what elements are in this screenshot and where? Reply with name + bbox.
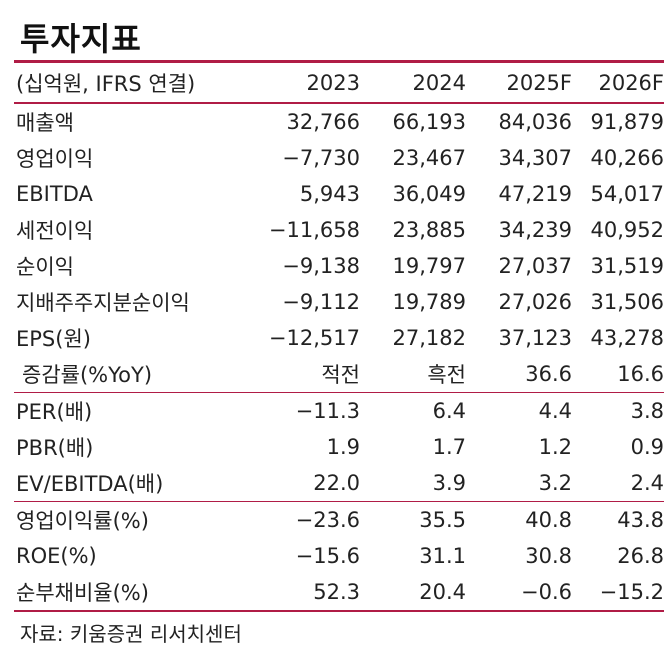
row-label: 영업이익률(%) [16, 509, 149, 533]
cell-2023: 5,943 [299, 182, 360, 206]
cell-2023: −11,658 [268, 218, 360, 242]
cell-2023: 32,766 [286, 110, 360, 134]
table-row: PER(배) −11.3 6.4 4.4 3.8 [14, 393, 664, 430]
cell-2024: 3.9 [360, 465, 466, 502]
cell-2026f: 40,952 [590, 218, 664, 242]
cell-2026f: −15.2 [572, 574, 664, 612]
table-row: EV/EBITDA(배) 22.0 3.9 3.2 2.4 [14, 465, 664, 502]
cell-2025f: 40.8 [525, 508, 572, 532]
cell-2026f: 43,278 [590, 326, 664, 350]
cell-2026f: 31,506 [590, 290, 664, 314]
cell-2026f: 54,017 [590, 182, 664, 206]
cell-2025f: 27,026 [498, 290, 572, 314]
cell-2025f: 84,036 [498, 110, 572, 134]
cell-2026f: 26.8 [617, 544, 664, 568]
cell-2025f: 34,307 [498, 146, 572, 170]
cell-2025f: 4.4 [538, 399, 572, 423]
row-label: EPS(원) [16, 327, 91, 351]
row-label: PBR(배) [16, 436, 94, 460]
row-label: EBITDA [16, 182, 93, 206]
cell-2023: −15.6 [295, 544, 360, 568]
cell-2024: 35.5 [419, 508, 466, 532]
unit-header: (십억원, IFRS 연결) [14, 63, 264, 104]
cell-2026f: 91,879 [590, 110, 664, 134]
table-header-row: (십억원, IFRS 연결) 2023 2024 2025F 2026F [14, 63, 664, 104]
cell-2023: −7,730 [282, 146, 360, 170]
cell-2024: 36,049 [392, 182, 466, 206]
cell-2024: 27,182 [392, 326, 466, 350]
cell-2023: 22.0 [264, 465, 360, 502]
row-label: EV/EBITDA(배) [14, 465, 264, 502]
row-label: 순이익 [16, 255, 74, 279]
row-label: 영업이익 [16, 147, 94, 171]
cell-2026f: 0.9 [630, 435, 664, 459]
cell-2024: 19,797 [392, 254, 466, 278]
year-header-2025f: 2025F [466, 63, 572, 104]
cell-2025f: 1.2 [538, 435, 572, 459]
cell-2025f: 34,239 [498, 218, 572, 242]
cell-2025f: 27,037 [498, 254, 572, 278]
source-note: 자료: 키움증권 리서치센터 [20, 622, 242, 646]
page-title: 투자지표 [20, 20, 142, 58]
year-header-2026f: 2026F [572, 63, 664, 104]
cell-2026f: 2.4 [572, 465, 664, 502]
row-label: ROE(%) [16, 544, 97, 568]
row-label: PER(배) [16, 400, 93, 424]
cell-2023: 52.3 [264, 574, 360, 612]
year-header-2023: 2023 [264, 63, 360, 104]
cell-2024: 20.4 [360, 574, 466, 612]
cell-2026f: 40,266 [590, 146, 664, 170]
cell-2024: 31.1 [419, 544, 466, 568]
table-row: 매출액 32,766 66,193 84,036 91,879 [14, 103, 664, 140]
table-row: EPS(원) −12,517 27,182 37,123 43,278 [14, 320, 664, 356]
row-label: 매출액 [16, 111, 74, 135]
row-label: 증감률(%YoY) [14, 356, 264, 393]
row-label: 세전이익 [16, 219, 94, 243]
cell-2023: 적전 [264, 356, 360, 393]
table-row: 순이익 −9,138 19,797 27,037 31,519 [14, 248, 664, 284]
cell-2025f: −0.6 [466, 574, 572, 612]
cell-2023: −12,517 [268, 326, 360, 350]
row-label: 지배주주지분순이익 [16, 291, 190, 315]
cell-2023: −11.3 [295, 399, 360, 423]
cell-2026f: 3.8 [630, 399, 664, 423]
cell-2026f: 31,519 [590, 254, 664, 278]
cell-2023: 1.9 [326, 435, 360, 459]
cell-2025f: 3.2 [466, 465, 572, 502]
cell-2024: 19,789 [392, 290, 466, 314]
indicators-table: (십억원, IFRS 연결) 2023 2024 2025F 2026F 매출액… [14, 63, 664, 612]
table-row: 순부채비율(%) 52.3 20.4 −0.6 −15.2 [14, 574, 664, 612]
cell-2023: −9,112 [282, 290, 360, 314]
cell-2024: 23,885 [392, 218, 466, 242]
year-header-2024: 2024 [360, 63, 466, 104]
table-row: 증감률(%YoY) 적전 흑전 36.6 16.6 [14, 356, 664, 393]
table-row: 영업이익률(%) −23.6 35.5 40.8 43.8 [14, 502, 664, 539]
table-row: 세전이익 −11,658 23,885 34,239 40,952 [14, 212, 664, 248]
table-row: PBR(배) 1.9 1.7 1.2 0.9 [14, 429, 664, 465]
cell-2023: −9,138 [282, 254, 360, 278]
table-row: ROE(%) −15.6 31.1 30.8 26.8 [14, 538, 664, 574]
table-row: 지배주주지분순이익 −9,112 19,789 27,026 31,506 [14, 284, 664, 320]
cell-2026f: 43.8 [617, 508, 664, 532]
cell-2025f: 47,219 [498, 182, 572, 206]
cell-2024: 23,467 [392, 146, 466, 170]
row-label: 순부채비율(%) [14, 574, 264, 612]
cell-2025f: 37,123 [498, 326, 572, 350]
cell-2024: 흑전 [360, 356, 466, 393]
table-row: 영업이익 −7,730 23,467 34,307 40,266 [14, 140, 664, 176]
title-divider [14, 60, 664, 63]
cell-2024: 66,193 [392, 110, 466, 134]
cell-2025f: 30.8 [525, 544, 572, 568]
cell-2023: −23.6 [295, 508, 360, 532]
table-row: EBITDA 5,943 36,049 47,219 54,017 [14, 176, 664, 212]
cell-2026f: 16.6 [572, 356, 664, 393]
cell-2024: 6.4 [432, 399, 466, 423]
cell-2024: 1.7 [432, 435, 466, 459]
cell-2025f: 36.6 [466, 356, 572, 393]
